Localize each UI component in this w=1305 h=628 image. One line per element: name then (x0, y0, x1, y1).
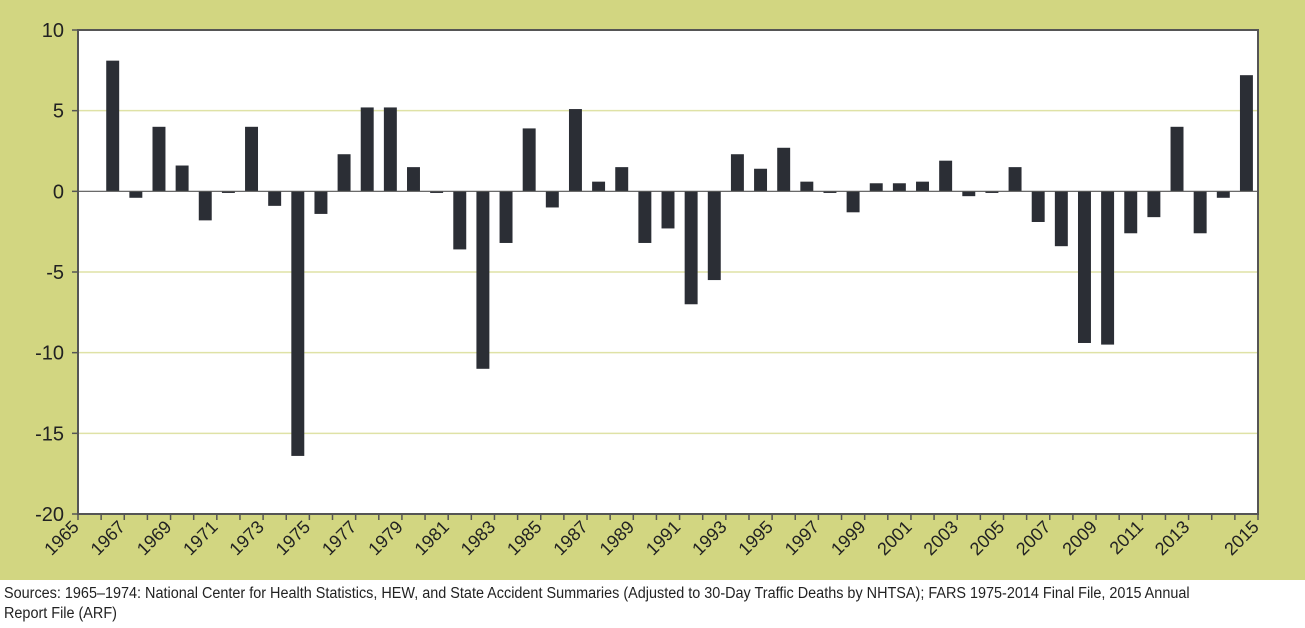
x-tick-label: 1993 (688, 517, 730, 559)
bar-1982 (476, 191, 490, 369)
bar-1973 (268, 191, 282, 206)
y-tick-label: 5 (53, 101, 64, 123)
x-tick-label: 2011 (1106, 517, 1148, 559)
y-tick-label: -20 (35, 504, 64, 526)
bar-1970 (198, 191, 212, 221)
bar-2005 (1008, 167, 1022, 192)
y-tick-label: -10 (35, 343, 64, 365)
x-tick-label: 2005 (966, 517, 1008, 559)
bar-1989 (638, 191, 652, 243)
bar-1980 (430, 191, 444, 193)
bar-2004 (985, 191, 999, 193)
x-tick-label: 1995 (734, 517, 776, 559)
bar-1966 (106, 60, 120, 192)
bar-1983 (499, 191, 513, 243)
bar-1971 (221, 191, 235, 193)
bar-2000 (892, 183, 906, 192)
source-note: Sources: 1965–1974: National Center for … (4, 585, 1190, 622)
bar-2013 (1193, 191, 1207, 234)
bar-2003 (962, 191, 976, 197)
x-tick-label: 1977 (318, 517, 360, 559)
bar-1979 (407, 167, 420, 192)
bar-1985 (545, 191, 559, 208)
bar-1999 (869, 183, 883, 192)
x-tick-label: 1983 (457, 517, 499, 559)
bar-1986 (568, 109, 582, 192)
bar-1993 (730, 154, 744, 192)
bar-1976 (337, 154, 351, 192)
bar-1994 (754, 168, 768, 192)
bar-1990 (661, 191, 675, 229)
bar-1974 (291, 191, 305, 456)
bar-2008 (1077, 191, 1091, 343)
x-tick-label: 1967 (87, 517, 129, 559)
x-tick-label: 2001 (873, 517, 915, 559)
bar-2011 (1147, 191, 1161, 218)
x-tick-label: 1975 (272, 517, 314, 559)
x-tick-label: 1989 (596, 517, 638, 559)
x-tick-label: 2003 (920, 517, 962, 559)
x-tick-label: 1991 (642, 517, 684, 559)
x-tick-label: 2009 (1058, 517, 1100, 559)
bar-1968 (152, 126, 166, 192)
bar-1998 (846, 191, 860, 213)
bar-1967 (129, 191, 143, 198)
x-tick-label: 1979 (364, 517, 406, 559)
x-tick-label: 1987 (549, 517, 591, 559)
x-tick-label: 1999 (827, 517, 869, 559)
x-tick-label: 1997 (781, 517, 823, 559)
bar-1975 (314, 191, 328, 214)
x-tick-label: 2007 (1012, 517, 1054, 559)
bar-2012 (1170, 126, 1184, 192)
plot-border (77, 29, 1259, 515)
bar-1972 (245, 126, 259, 192)
x-tick-label: 1969 (133, 517, 175, 559)
bar-2009 (1101, 191, 1115, 345)
y-tick-label: 10 (42, 20, 64, 42)
bar-2010 (1124, 191, 1138, 234)
bar-1991 (684, 191, 698, 305)
bar-1977 (360, 107, 374, 192)
bar-1988 (615, 167, 629, 192)
y-tick-label: 0 (53, 181, 64, 203)
bar-2014 (1216, 191, 1230, 198)
x-tick-label: 2015 (1220, 517, 1262, 559)
bar-1978 (383, 107, 397, 192)
bar-1981 (453, 191, 467, 250)
bar-2007 (1054, 191, 1068, 247)
bar-1969 (175, 165, 189, 192)
bar-1995 (777, 147, 791, 192)
x-tick-label: 1971 (179, 517, 221, 559)
y-tick-label: -15 (35, 423, 64, 445)
x-tick-label: 2013 (1151, 517, 1193, 559)
bar-1997 (823, 191, 837, 193)
bar-1996 (800, 181, 814, 192)
bar-2006 (1031, 191, 1045, 222)
x-tick-label: 1981 (411, 517, 453, 559)
bar-1984 (522, 128, 536, 192)
x-tick-label: 1973 (225, 517, 267, 559)
bar-1992 (707, 191, 721, 281)
bar-2002 (939, 160, 953, 192)
y-tick-label: -5 (46, 262, 64, 284)
bar-2001 (916, 181, 929, 192)
x-tick-label: 1985 (503, 517, 545, 559)
bar-2015 (1239, 75, 1253, 192)
bar-1987 (592, 181, 606, 192)
